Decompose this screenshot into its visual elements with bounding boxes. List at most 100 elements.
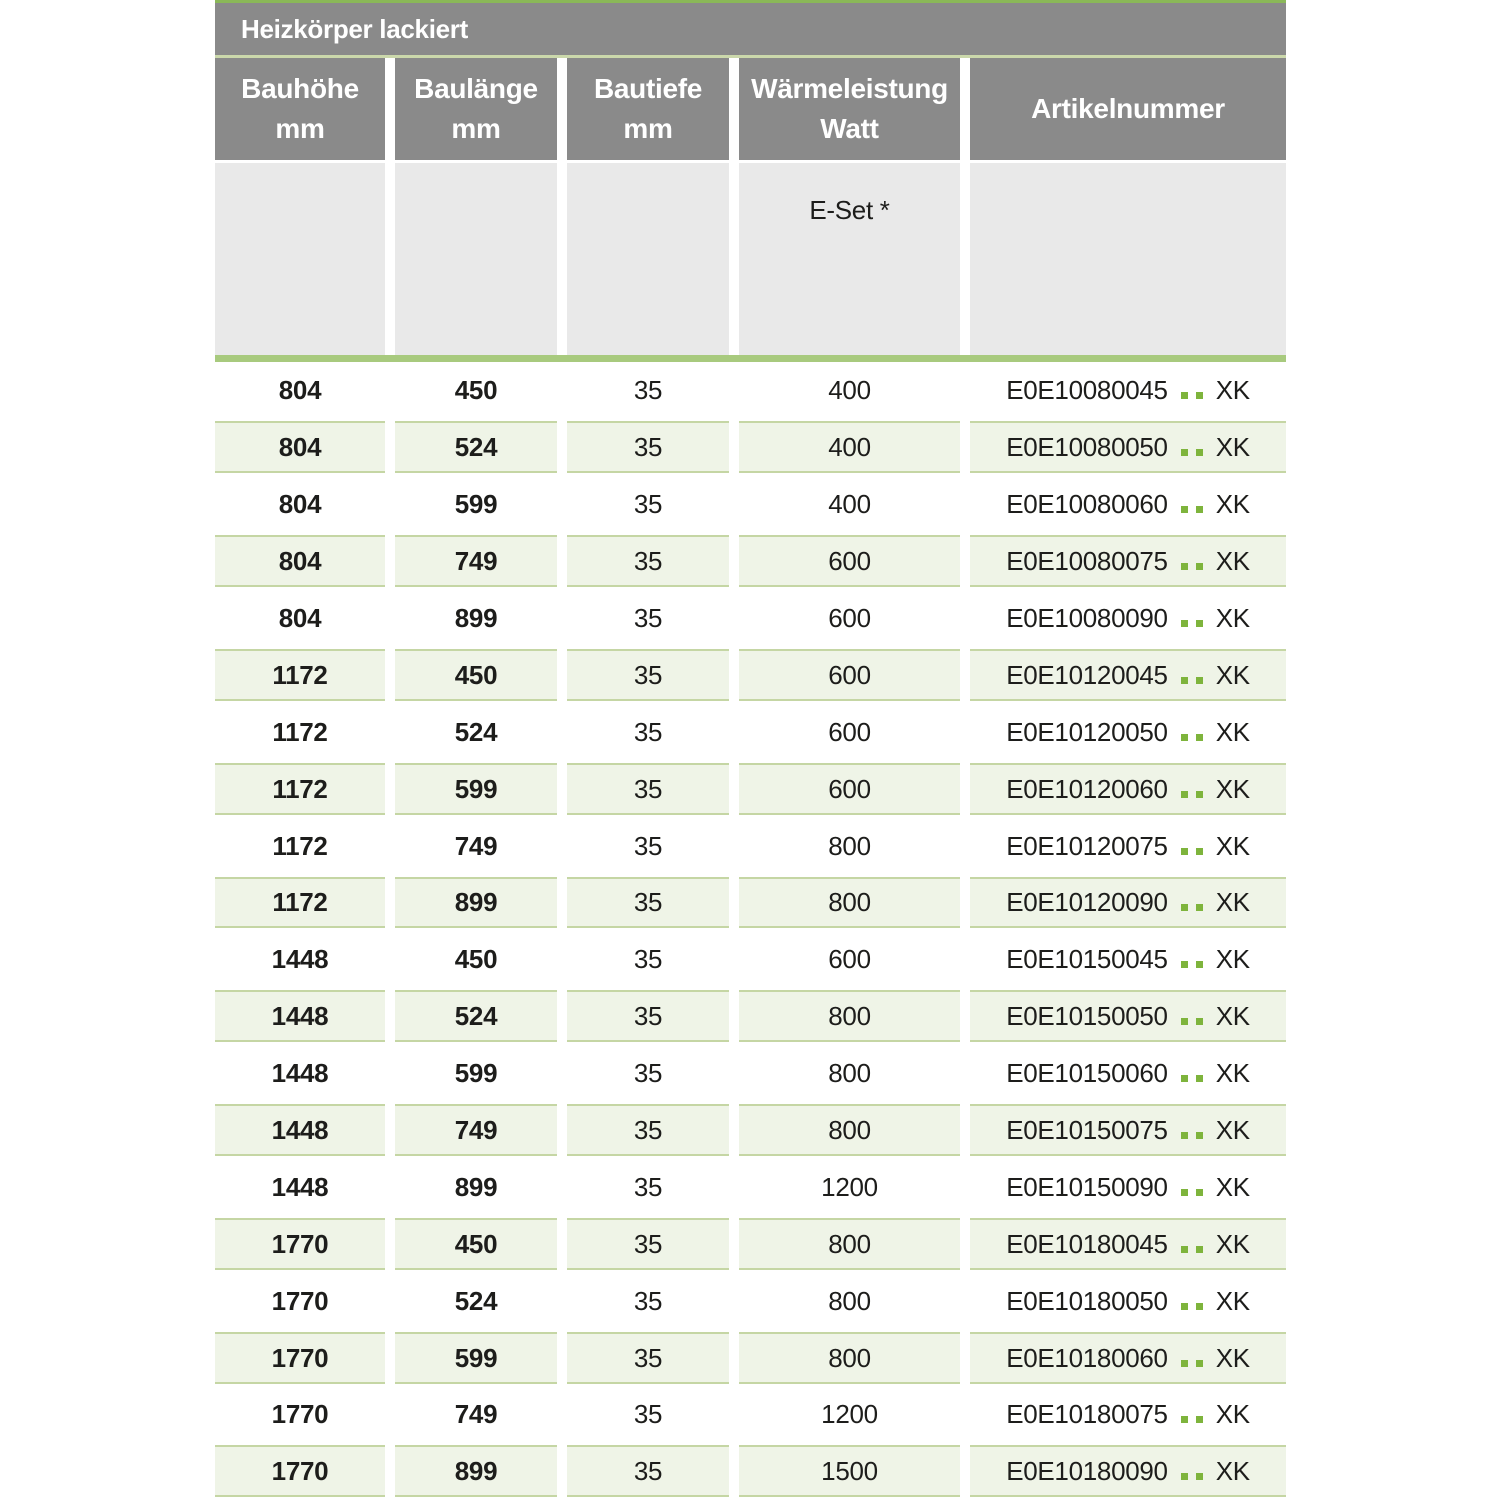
- color-code-dot-icon: [1180, 847, 1188, 855]
- cell-bautiefe: 35: [567, 421, 729, 474]
- article-suffix: XK: [1215, 944, 1250, 975]
- cell-artikelnummer: E0E10150050 XK: [970, 990, 1286, 1043]
- table-row: 1770 899 35 1500 E0E10180090 XK: [215, 1443, 1286, 1500]
- column-label: Baulänge: [414, 73, 538, 104]
- header-divider-bar: [215, 355, 1286, 362]
- article-number: E0E10080050 XK: [1006, 434, 1250, 460]
- color-code-dot-icon: [1180, 1245, 1188, 1253]
- article-number: E0E10080060 XK: [1006, 491, 1250, 517]
- column-header-bauhoehe: Bauhöhe mm: [215, 58, 385, 160]
- cell-baulaenge: 899: [454, 1171, 498, 1202]
- cell-bauhoehe: 1448: [271, 1171, 329, 1202]
- article-code: E0E10120060: [1006, 773, 1168, 804]
- article-suffix: XK: [1215, 1171, 1250, 1202]
- cell-baulaenge: 524: [454, 716, 498, 747]
- cell-waermeleistung: 1200: [821, 1399, 878, 1430]
- cell-artikelnummer: E0E10080060 XK: [970, 478, 1286, 530]
- table-row: 804 524 35 400 E0E10080050 XK: [215, 419, 1286, 476]
- subheader-cell-baulaenge: [395, 163, 557, 355]
- cell-bauhoehe: 804: [215, 421, 385, 474]
- cell-artikelnummer: E0E10150060 XK: [970, 1047, 1286, 1099]
- article-code: E0E10180090: [1006, 1456, 1168, 1487]
- cell-artikelnummer: E0E10080045 XK: [970, 365, 1286, 417]
- cell-bautiefe: 35: [567, 1104, 729, 1156]
- color-code-dot-icon: [1180, 790, 1188, 798]
- cell-artikelnummer: E0E10180060 XK: [970, 1331, 1286, 1384]
- cell-bauhoehe: 1172: [272, 830, 328, 861]
- color-code-dot-icon: [1195, 392, 1203, 400]
- cell-bautiefe: 35: [567, 990, 729, 1043]
- cell-baulaenge: 599: [454, 489, 498, 520]
- article-code: E0E10120075: [1006, 830, 1168, 861]
- article-suffix: XK: [1215, 603, 1250, 633]
- cell-bautiefe: 35: [633, 944, 663, 975]
- article-suffix: XK: [1215, 1342, 1250, 1373]
- color-code-dot-icon: [1195, 563, 1203, 571]
- color-code-dot-icon: [1195, 961, 1203, 969]
- article-number: E0E10150090 XK: [1006, 1174, 1250, 1200]
- cell-baulaenge: 749: [454, 830, 498, 861]
- color-code-dot-icon: [1195, 449, 1203, 457]
- cell-bauhoehe: 804: [215, 535, 385, 588]
- color-code-dot-icon: [1180, 961, 1188, 969]
- cell-waermeleistung: 400: [828, 489, 871, 520]
- cell-baulaenge: 599: [395, 762, 557, 815]
- article-suffix: XK: [1215, 1228, 1250, 1259]
- article-number: E0E10150075 XK: [1006, 1117, 1250, 1143]
- article-number: E0E10120045 XK: [1006, 662, 1250, 688]
- cell-bautiefe: 35: [633, 1058, 663, 1089]
- table-row: 1770 599 35 800 E0E10180060 XK: [215, 1329, 1286, 1386]
- table-row: 1172 450 35 600 E0E10120045 XK: [215, 646, 1286, 703]
- cell-waermeleistung: 800: [739, 876, 960, 929]
- column-unit: mm: [275, 113, 325, 144]
- color-code-dot-icon: [1180, 563, 1188, 571]
- cell-artikelnummer: E0E10080090 XK: [970, 592, 1286, 644]
- cell-bauhoehe: 1448: [271, 1058, 329, 1089]
- article-code: E0E10120050: [1006, 716, 1168, 747]
- color-code-dot-icon: [1180, 1473, 1188, 1481]
- color-code-dot-icon: [1180, 1188, 1188, 1196]
- cell-artikelnummer: E0E10150075 XK: [970, 1104, 1286, 1156]
- article-code: E0E10080090: [1006, 603, 1168, 633]
- color-code-dot-icon: [1180, 1018, 1188, 1026]
- cell-bautiefe: 35: [567, 1217, 729, 1270]
- cell-waermeleistung: 800: [739, 1217, 960, 1270]
- article-code: E0E10120090: [1006, 887, 1168, 918]
- column-header-bautiefe: Bautiefe mm: [567, 58, 729, 160]
- article-suffix: XK: [1215, 830, 1250, 861]
- column-header-artikelnummer: Artikelnummer: [970, 58, 1286, 160]
- color-code-dot-icon: [1195, 904, 1203, 912]
- article-number: E0E10120060 XK: [1006, 776, 1250, 802]
- title-divider-line: [215, 55, 1286, 58]
- cell-baulaenge: 599: [395, 1331, 557, 1384]
- cell-bautiefe: 35: [633, 1171, 663, 1202]
- cell-bauhoehe: 1172: [272, 716, 328, 747]
- article-code: E0E10150075: [1006, 1115, 1168, 1146]
- cell-baulaenge: 524: [395, 990, 557, 1043]
- cell-artikelnummer: E0E10120045 XK: [970, 648, 1286, 701]
- cell-waermeleistung: 800: [828, 830, 871, 861]
- article-code: E0E10120045: [1006, 659, 1168, 690]
- table-body: 804 450 35 400 E0E10080045 XK 804 524 35 400 E0E10…: [215, 362, 1286, 1500]
- cell-artikelnummer: E0E10080075 XK: [970, 535, 1286, 588]
- cell-waermeleistung: 800: [739, 1104, 960, 1156]
- table-row: 1448 599 35 800 E0E10150060 XK: [215, 1045, 1286, 1102]
- article-code: E0E10180075: [1006, 1399, 1168, 1430]
- cell-waermeleistung: 1200: [821, 1171, 878, 1202]
- cell-waermeleistung: 400: [828, 375, 871, 406]
- color-code-dot-icon: [1195, 1473, 1203, 1481]
- article-number: E0E10080075 XK: [1006, 548, 1250, 574]
- article-suffix: XK: [1215, 489, 1250, 520]
- subheader-cell-eset: E-Set *: [739, 163, 960, 355]
- article-suffix: XK: [1215, 432, 1250, 463]
- cell-waermeleistung: 400: [739, 421, 960, 474]
- cell-artikelnummer: E0E10180090 XK: [970, 1445, 1286, 1498]
- cell-bauhoehe: 1172: [215, 876, 385, 929]
- table-row: 1448 899 35 1200 E0E10150090 XK: [215, 1158, 1286, 1215]
- cell-bautiefe: 35: [633, 830, 663, 861]
- article-code: E0E10080045: [1006, 375, 1168, 406]
- article-number: E0E10120050 XK: [1006, 719, 1250, 745]
- article-number: E0E10150050 XK: [1006, 1003, 1250, 1029]
- cell-bautiefe: 35: [633, 716, 663, 747]
- column-unit: mm: [451, 113, 501, 144]
